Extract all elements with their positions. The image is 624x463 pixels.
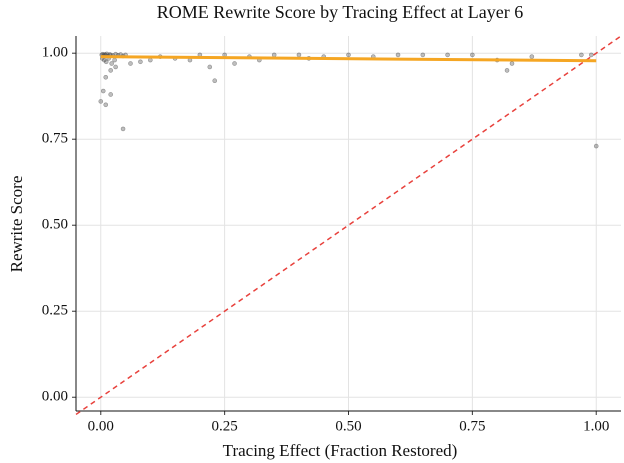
point — [232, 61, 237, 66]
point — [212, 78, 218, 84]
trend-line — [100, 55, 597, 63]
x-tick-label: 0.50 — [335, 418, 361, 434]
x-axis-label: Tracing Effect (Fraction Restored) — [223, 441, 458, 460]
chart-title: ROME Rewrite Score by Tracing Effect at … — [157, 2, 524, 22]
point — [593, 143, 599, 149]
point — [395, 52, 401, 58]
point — [207, 64, 213, 70]
point — [271, 52, 277, 58]
x-tick-label: 0.75 — [459, 418, 485, 434]
point — [98, 99, 104, 104]
point — [108, 92, 113, 97]
point — [296, 52, 302, 58]
y-tick-label: 0.50 — [42, 217, 68, 233]
x-tick-label: 1.00 — [583, 418, 609, 434]
point — [112, 57, 117, 63]
point — [103, 59, 109, 65]
point — [420, 52, 426, 58]
point — [128, 61, 133, 66]
x-tick-label: 0.00 — [88, 418, 114, 434]
y-axis-label: Rewrite Score — [7, 176, 26, 273]
point — [100, 88, 106, 94]
y-tick-label: 1.00 — [42, 45, 68, 61]
point — [113, 64, 118, 70]
point — [445, 52, 450, 58]
y-tick-label: 0.25 — [42, 303, 68, 319]
x-tick-label: 0.25 — [212, 418, 238, 434]
point — [108, 68, 113, 73]
point — [120, 126, 126, 132]
point — [529, 54, 535, 59]
point — [579, 52, 584, 58]
point — [588, 52, 594, 58]
point — [138, 59, 143, 65]
point — [346, 52, 351, 58]
point — [504, 68, 510, 73]
point — [103, 102, 109, 108]
y-tick-label: 0.75 — [42, 131, 68, 147]
reference-line — [75, 35, 622, 416]
point — [103, 74, 109, 80]
y-tick-label: 0.00 — [42, 389, 68, 405]
point — [148, 57, 153, 63]
point — [470, 52, 475, 58]
point — [109, 61, 114, 66]
point — [509, 61, 515, 66]
